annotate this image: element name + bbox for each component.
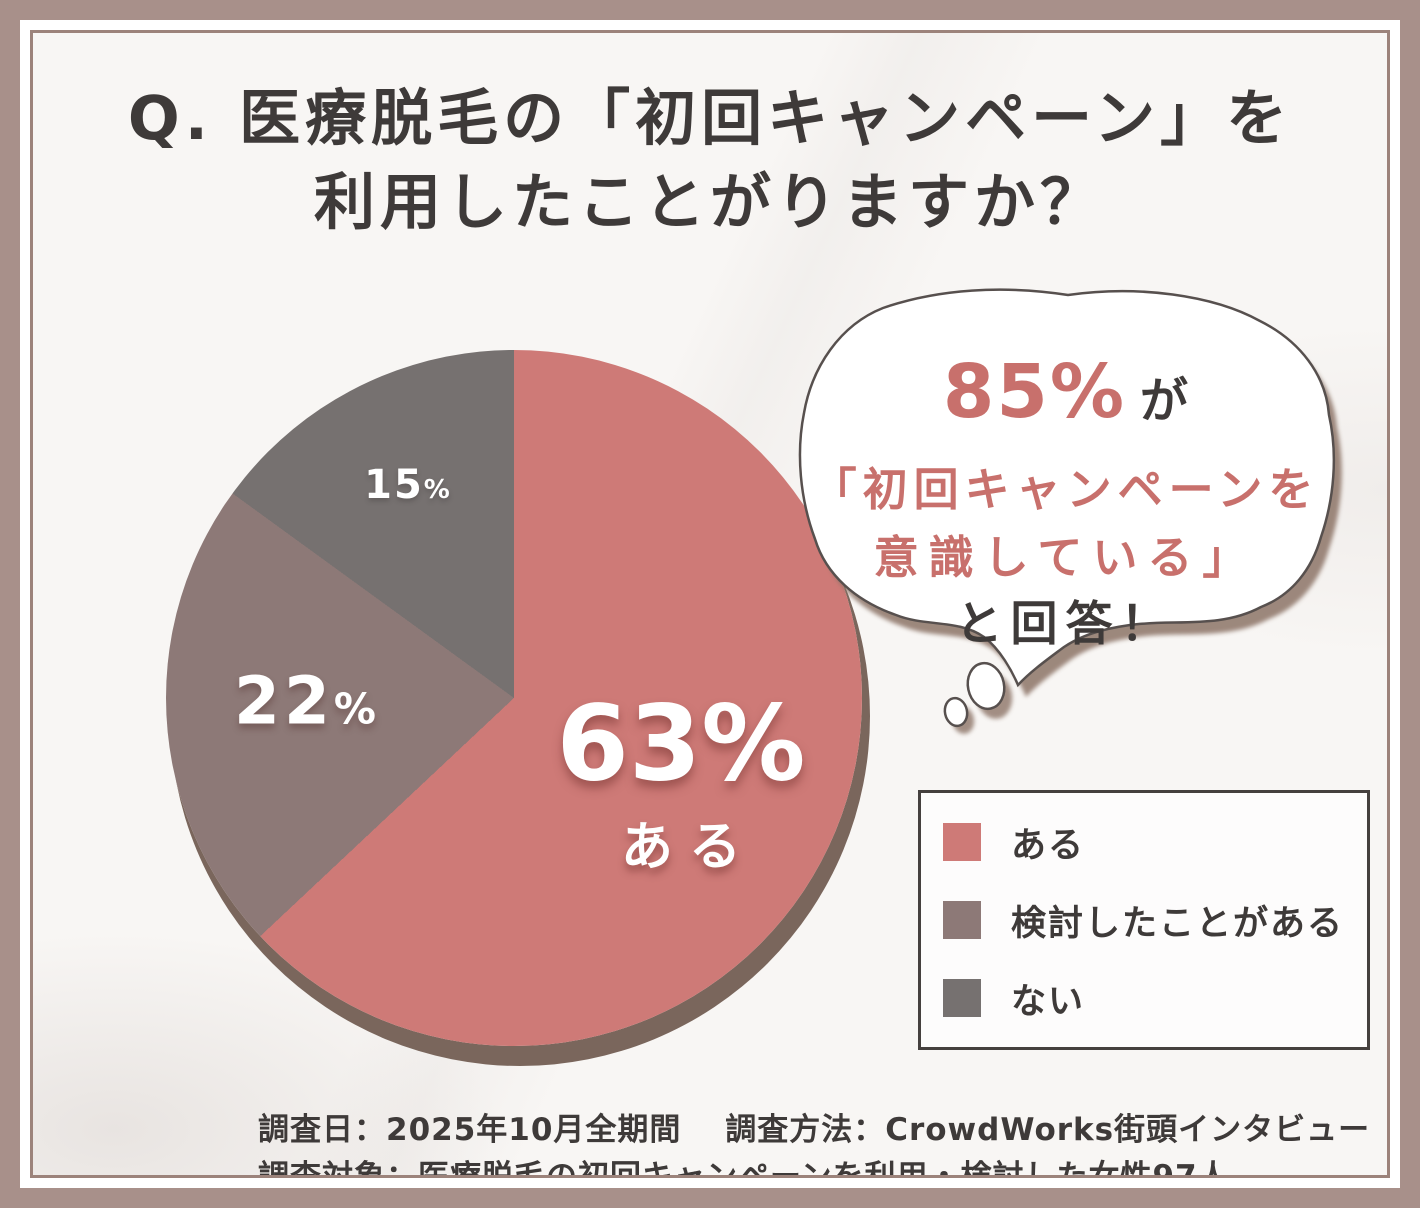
legend-swatch-nai-icon [943,979,981,1017]
pie-label-aru-percent: 63% [556,682,806,805]
pie-chart [166,350,862,1046]
pie-label-kento-percent-sign: % [333,684,376,734]
thought-bubble-body [798,288,1336,688]
legend-row-nai: ない [943,973,1367,1024]
content-area: Q. 医療脱毛の「初回キャンペーン」を 利用したことがりますか？ 63% ある … [30,30,1390,1178]
bubble-line4: と回答！ [955,597,1176,652]
bubble-line3: 意識している」 [873,531,1258,584]
legend-box: ある 検討したことがある ない [918,790,1370,1050]
legend-swatch-aru-icon [943,823,981,861]
pie-label-aru: 63% ある [557,690,806,879]
bubble-stat-suffix: が [1140,373,1189,429]
legend-row-kento: 検討したことがある [943,895,1367,946]
bubble-stat-line: 85% が [808,349,1323,435]
legend-swatch-kento-icon [943,901,981,939]
pie-label-nai-number: 15 [364,462,424,508]
legend-label-aru: ある [1011,825,1086,866]
page-title-line1: Q. 医療脱毛の「初回キャンペーン」を [127,83,1293,154]
thought-bubble [798,288,1342,734]
pie-label-nai-percent-sign: % [423,475,450,505]
survey-note-line2: 調査対象：医療脱毛の初回キャンペーンを利用・検討した女性97人 [258,1158,1230,1178]
pie-label-aru-text: ある [620,817,757,878]
survey-notes: 調査日：2025年10月全期間 調査方法：CrowdWorks街頭インタビュー … [258,1107,1371,1178]
legend-label-nai: ない [1011,981,1086,1022]
survey-note-line1: 調査日：2025年10月全期間 調査方法：CrowdWorks街頭インタビュー [258,1112,1371,1148]
bubble-line2: 「初回キャンペーンを [811,463,1320,516]
pie-label-kento: 22% [234,663,376,740]
thought-bubble-tail-dots [943,661,1013,734]
pie-label-kento-number: 22 [234,662,334,740]
legend-row-aru: ある [943,817,1367,868]
pie-label-nai: 15% [364,462,450,508]
bubble-stat-value: 85% [942,349,1127,435]
page-title-line2: 利用したことがりますか？ [313,167,1106,239]
legend-label-kento: 検討したことがある [1011,903,1345,944]
page-title: Q. 医療脱毛の「初回キャンペーン」を 利用したことがりますか？ [33,77,1387,245]
